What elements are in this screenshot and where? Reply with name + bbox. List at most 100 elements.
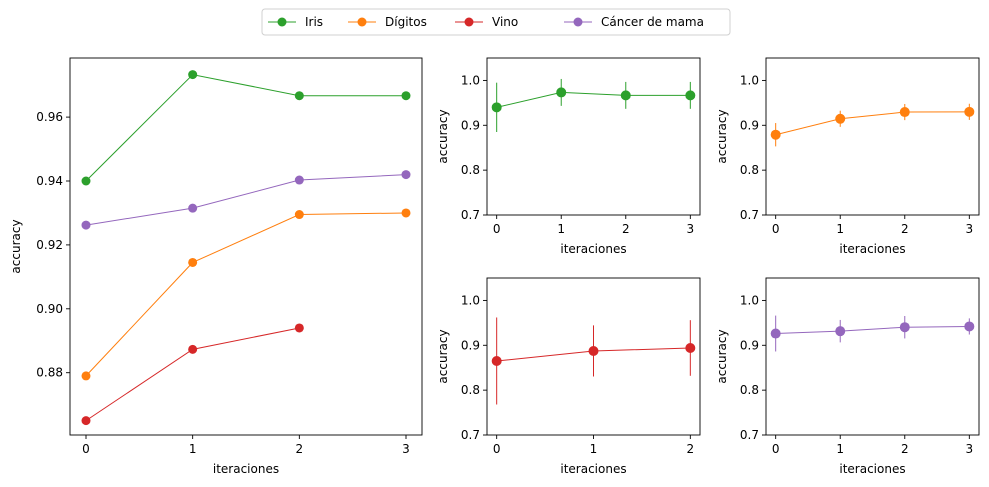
data-point [556, 87, 567, 98]
data-point [294, 175, 304, 185]
x-tick-label: 0 [772, 442, 780, 456]
series-line [775, 111, 970, 136]
legend-marker [357, 17, 367, 27]
x-tick-label: 1 [557, 222, 565, 236]
x-tick-label: 0 [493, 222, 501, 236]
y-tick-label: 0.8 [740, 163, 759, 177]
y-tick-label: 0.8 [461, 383, 480, 397]
y-axis-label: accuracy [9, 219, 23, 273]
y-tick-label: 0.9 [740, 118, 759, 132]
y-tick-label: 0.7 [740, 208, 759, 222]
x-tick-label: 3 [686, 222, 694, 236]
y-tick-label: 0.7 [740, 428, 759, 442]
x-tick-label: 2 [622, 222, 630, 236]
x-tick-label: 3 [402, 442, 410, 456]
legend-entry: Dígitos [348, 15, 427, 29]
series-line [775, 325, 970, 335]
axes-frame [69, 57, 423, 436]
data-point [835, 113, 846, 124]
legend: Iris Dígitos Vino Cáncer de mama [261, 8, 731, 36]
x-tick-label: 0 [772, 222, 780, 236]
legend-label: Vino [492, 15, 518, 29]
data-point [588, 345, 599, 356]
x-tick-label: 3 [965, 222, 973, 236]
legend-marker [277, 17, 287, 27]
legend-entry: Iris [268, 15, 323, 29]
data-point [964, 321, 975, 332]
x-tick-label: 1 [590, 442, 598, 456]
series-iris [491, 78, 696, 133]
x-tick-label: 3 [965, 442, 973, 456]
x-tick-label: 1 [836, 442, 844, 456]
y-tick-label: 0.8 [461, 163, 480, 177]
y-tick-label: 0.88 [36, 366, 63, 380]
subplot-cancer: 0 1 2 3 0.7 0.8 0.9 1.0 iteraciones accuracy [715, 277, 980, 476]
legend-marker [464, 17, 474, 27]
y-tick-label: 1.0 [461, 73, 480, 87]
legend-label: Iris [305, 15, 323, 29]
data-point [188, 70, 198, 80]
data-point [294, 91, 304, 101]
x-axis-label: iteraciones [213, 462, 279, 476]
x-axis-label: iteraciones [560, 462, 626, 476]
x-tick-label: 2 [296, 442, 304, 456]
x-tick-label: 2 [901, 442, 909, 456]
data-point [81, 371, 91, 381]
data-point [685, 342, 696, 353]
x-tick-label: 2 [686, 442, 694, 456]
data-point [401, 91, 411, 101]
data-point [81, 176, 91, 186]
subplot-vino: 0 1 2 0.7 0.8 0.9 1.0 iteraciones accuracy [436, 277, 701, 476]
axes-frame [765, 57, 980, 216]
legend-box [261, 8, 731, 36]
y-tick-label: 1.0 [740, 293, 759, 307]
data-point [491, 102, 502, 113]
series-cancer [770, 315, 975, 352]
x-tick-label: 1 [836, 222, 844, 236]
y-tick-label: 0.92 [36, 238, 63, 252]
y-axis-label: accuracy [715, 329, 729, 383]
y-tick-label: 0.9 [461, 118, 480, 132]
series-c-ncer-de-mama [81, 170, 411, 230]
y-tick-label: 0.94 [36, 174, 63, 188]
legend-label: Dígitos [385, 15, 427, 29]
y-tick-label: 0.90 [36, 302, 63, 316]
series-line [85, 74, 406, 182]
y-axis-label: accuracy [436, 109, 450, 163]
x-axis-label: iteraciones [560, 242, 626, 256]
subplot-main: 0 1 2 3 0.88 0.90 0.92 0.94 0.96 iteraciones accur… [9, 57, 423, 476]
data-point [770, 328, 781, 339]
legend-entry: Cáncer de mama [564, 15, 704, 29]
x-tick-label: 1 [189, 442, 197, 456]
y-axis-label: accuracy [715, 109, 729, 163]
axes-frame [486, 57, 701, 216]
series-line [496, 91, 691, 108]
data-point [620, 90, 631, 101]
data-point [294, 323, 304, 333]
data-point [81, 416, 91, 426]
y-tick-label: 0.7 [461, 208, 480, 222]
data-point [188, 203, 198, 213]
subplot-digitos: 0 1 2 3 0.7 0.8 0.9 1.0 iteraciones accuracy [715, 57, 980, 256]
data-point [491, 355, 502, 366]
series-iris [81, 70, 411, 186]
data-point [899, 322, 910, 333]
data-point [899, 107, 910, 118]
y-tick-label: 1.0 [740, 73, 759, 87]
x-axis-label: iteraciones [839, 462, 905, 476]
axes-frame [765, 277, 980, 436]
data-point [835, 326, 846, 337]
data-point [294, 210, 304, 220]
series-d-gitos [81, 208, 411, 381]
series-vino [491, 317, 696, 405]
y-tick-label: 0.9 [461, 338, 480, 352]
y-tick-label: 1.0 [461, 293, 480, 307]
y-axis-label: accuracy [436, 329, 450, 383]
x-axis-label: iteraciones [839, 242, 905, 256]
data-point [964, 106, 975, 117]
y-tick-label: 0.7 [461, 428, 480, 442]
series-line [85, 212, 407, 377]
series-vino [81, 323, 304, 426]
data-point [401, 208, 411, 218]
